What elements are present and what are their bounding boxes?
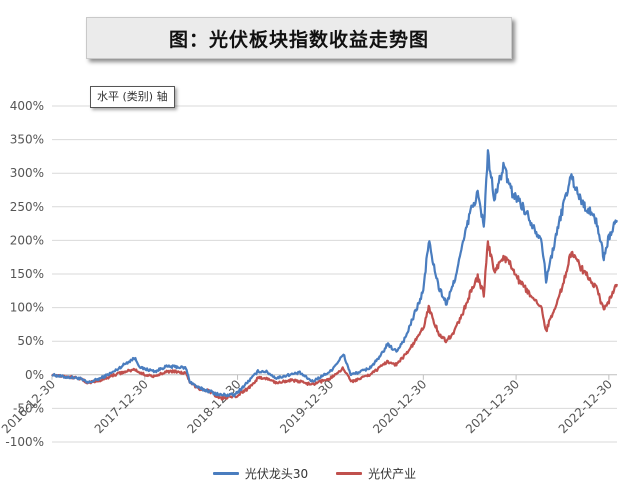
y-tick-label: 250% [10, 200, 44, 214]
y-tick-label: 100% [10, 301, 44, 315]
legend-item-series-2: 光伏产业 [336, 465, 416, 482]
legend-label-series-2: 光伏产业 [368, 466, 417, 481]
y-tick-label: -100% [5, 435, 44, 449]
y-tick-label: 400% [10, 99, 44, 113]
legend-item-series-1: 光伏龙头30 [212, 465, 309, 482]
series-line-1 [51, 149, 619, 398]
legend-swatch-series-1 [212, 471, 239, 475]
y-tick-label: 200% [10, 233, 44, 247]
x-tick-label: 2020-12-30 [370, 377, 429, 436]
x-tick-label: 2022-12-30 [556, 377, 615, 436]
y-tick-label: 350% [10, 133, 44, 147]
chart-title-box: 图：光伏板块指数收益走势图 [86, 17, 512, 59]
x-tick-label: 2016-12-30 [0, 377, 58, 436]
x-tick-label: 2017-12-30 [92, 377, 151, 436]
y-tick-label: 50% [17, 334, 44, 348]
y-tick-label: 0% [25, 368, 44, 382]
y-tick-label: 150% [10, 267, 44, 281]
series-lines [51, 149, 619, 401]
x-tick-label: 2021-12-30 [463, 377, 522, 436]
chart-title: 图：光伏板块指数收益走势图 [168, 28, 429, 51]
y-axis-labels: 400% 350% 300% 250% 200% 150% 100% 50% 0% -50% -10… [5, 99, 44, 449]
legend: 光伏龙头30 光伏产业 [0, 462, 629, 484]
x-tick-label: 2019-12-30 [277, 377, 336, 436]
y-tick-label: 300% [10, 166, 44, 180]
y-tick-label: -50% [13, 401, 44, 415]
legend-label-series-1: 光伏龙头30 [244, 466, 309, 481]
axis-tag: 水平 (类别) 轴 [90, 86, 175, 108]
series-line-2 [51, 240, 619, 401]
legend-swatch-series-2 [336, 471, 363, 475]
x-tick-label: 2018-12-30 [184, 377, 243, 436]
